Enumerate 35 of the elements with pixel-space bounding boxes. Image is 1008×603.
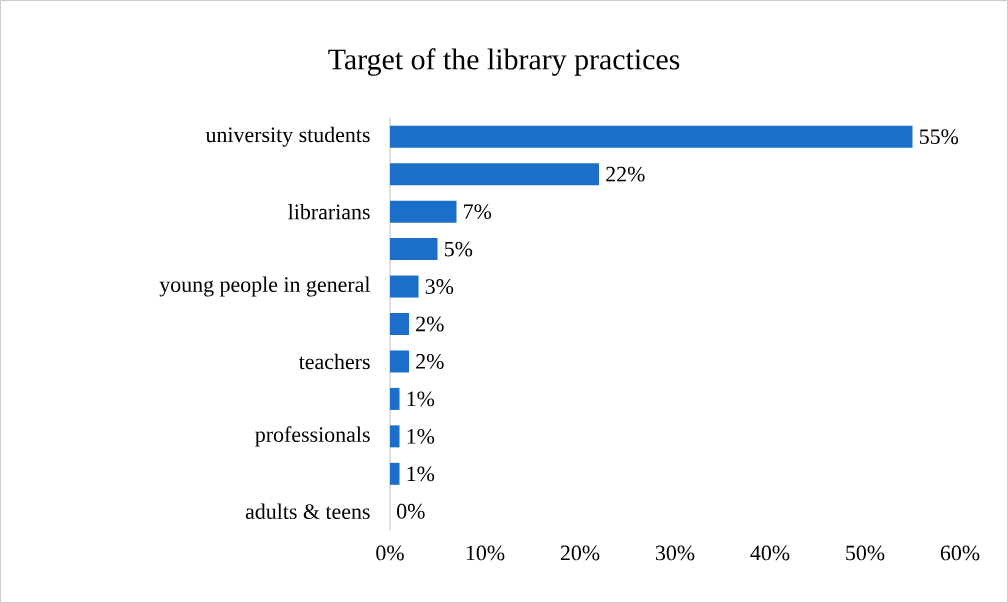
data-label: 1% bbox=[407, 391, 435, 407]
data-label: 7% bbox=[464, 204, 492, 220]
bar bbox=[390, 200, 457, 223]
y-tick-label: university students bbox=[205, 126, 370, 147]
data-label: 5% bbox=[444, 241, 473, 257]
x-tick-label: 20% bbox=[560, 545, 600, 561]
bar bbox=[390, 313, 409, 335]
x-tick-label: 30% bbox=[655, 545, 695, 561]
chart-title: Target of the library practices bbox=[328, 48, 680, 76]
bar bbox=[390, 387, 400, 410]
x-tick-label: 60% bbox=[940, 545, 980, 561]
bar bbox=[390, 462, 400, 485]
bar bbox=[390, 125, 913, 148]
data-label: 2% bbox=[416, 316, 444, 332]
bar bbox=[390, 163, 599, 186]
data-label: 2% bbox=[416, 354, 444, 369]
data-label: 22% bbox=[606, 166, 645, 182]
bar bbox=[390, 238, 438, 261]
bar bbox=[390, 275, 419, 298]
x-tick-label: 50% bbox=[846, 545, 885, 561]
bar bbox=[390, 350, 409, 373]
x-tick-label: 10% bbox=[466, 545, 505, 561]
x-tick-label: 40% bbox=[750, 545, 790, 561]
y-tick-label: librarians bbox=[288, 203, 370, 220]
data-label: 0% bbox=[397, 503, 425, 519]
data-label: 1% bbox=[407, 428, 435, 444]
bar bbox=[390, 425, 400, 448]
data-label: 55% bbox=[919, 129, 959, 145]
y-tick-label: young people in general bbox=[159, 276, 371, 297]
y-tick-label: professionals bbox=[255, 426, 370, 447]
y-tick-label: adults & teens bbox=[245, 503, 370, 519]
y-tick-label: teachers bbox=[298, 353, 370, 370]
x-tick-label: 0% bbox=[376, 545, 404, 561]
data-label: 1% bbox=[407, 466, 435, 482]
data-label: 3% bbox=[425, 279, 454, 294]
